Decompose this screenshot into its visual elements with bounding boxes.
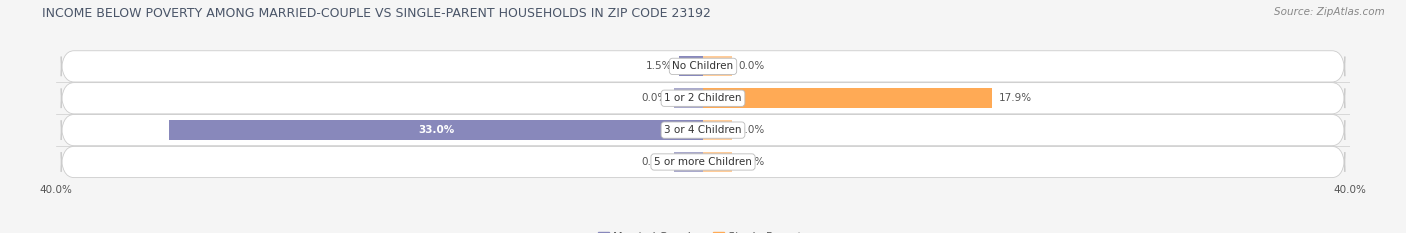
Text: 33.0%: 33.0% [418,125,454,135]
Text: 3 or 4 Children: 3 or 4 Children [664,125,742,135]
Bar [170,120,703,140]
Bar [703,152,733,172]
Bar [703,88,993,108]
Text: 0.0%: 0.0% [641,157,668,167]
Text: 0.0%: 0.0% [641,93,668,103]
Bar [703,56,733,76]
Text: 5 or more Children: 5 or more Children [654,157,752,167]
Bar [673,88,703,108]
Text: 0.0%: 0.0% [738,125,765,135]
Text: 17.9%: 17.9% [998,93,1032,103]
Text: Source: ZipAtlas.com: Source: ZipAtlas.com [1274,7,1385,17]
FancyBboxPatch shape [60,114,1346,146]
Bar [679,56,703,76]
Text: 1 or 2 Children: 1 or 2 Children [664,93,742,103]
FancyBboxPatch shape [60,146,1346,178]
FancyBboxPatch shape [60,51,1346,82]
FancyBboxPatch shape [60,83,1346,114]
Bar [703,120,733,140]
Text: No Children: No Children [672,61,734,71]
Bar [673,152,703,172]
Text: 1.5%: 1.5% [645,61,672,71]
Text: 0.0%: 0.0% [738,157,765,167]
Text: INCOME BELOW POVERTY AMONG MARRIED-COUPLE VS SINGLE-PARENT HOUSEHOLDS IN ZIP COD: INCOME BELOW POVERTY AMONG MARRIED-COUPL… [42,7,711,20]
Legend: Married Couples, Single Parents: Married Couples, Single Parents [593,227,813,233]
Text: 0.0%: 0.0% [738,61,765,71]
